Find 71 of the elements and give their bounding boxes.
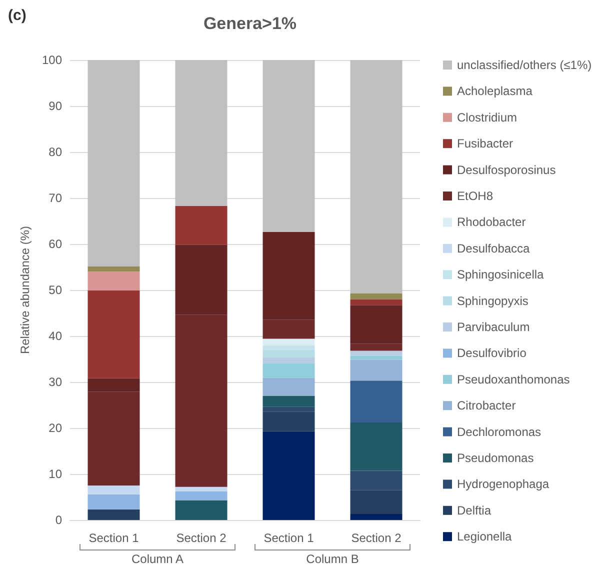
bar (262, 363, 315, 378)
text: (c) (8, 7, 26, 24)
bar (350, 380, 402, 422)
y-tick-label: 30 (48, 375, 62, 389)
bar (88, 290, 140, 378)
bar (262, 60, 315, 232)
bar (350, 514, 402, 520)
y-tick-label: 80 (48, 145, 62, 159)
bar (350, 299, 402, 306)
legend-label: Clostridium (457, 110, 518, 124)
bar (175, 491, 228, 500)
bar (262, 338, 315, 346)
text: Column B (306, 552, 359, 566)
legend-label: Pseudomonas (457, 451, 534, 465)
x-tick-label: Section 2 (176, 531, 227, 545)
legend-label: Acholeplasma (457, 84, 533, 98)
bar (88, 509, 140, 520)
x-tick-label: Section 1 (264, 531, 314, 545)
legend-label: Desulfosporosinus (457, 162, 556, 177)
y-tick-label: 100 (42, 53, 62, 67)
bar (88, 486, 140, 494)
bar (350, 360, 402, 381)
legend-label: Desulfovibrio (457, 346, 527, 360)
y-axis-title: Relative abundance (%) (18, 226, 32, 354)
legend-label: Sphingopyxis (457, 294, 528, 308)
bar (175, 206, 228, 245)
y-tick-label: 70 (48, 191, 62, 205)
bar (262, 412, 315, 432)
bar (175, 60, 228, 206)
y-tick-label: 90 (48, 99, 62, 113)
y-tick-label: 20 (48, 421, 62, 435)
bar (88, 266, 140, 272)
bar (350, 422, 402, 471)
legend-label: EtOH8 (457, 189, 494, 203)
bar (262, 396, 315, 407)
y-tick-label: 40 (48, 329, 62, 343)
legend-label: unclassified/others (≤1%) (457, 58, 592, 72)
bar (350, 356, 402, 360)
legend-label: Delftia (457, 503, 492, 518)
y-tick-label: 10 (48, 467, 62, 481)
legend-label: Parvibaculum (457, 320, 530, 334)
bar (350, 293, 402, 300)
legend-label: Sphingosinicella (457, 268, 544, 282)
legend-label: Fusibacter (457, 136, 514, 151)
x-tick-label: Section 1 (88, 531, 140, 545)
bar (88, 60, 140, 267)
legend-label: Legionella (457, 530, 512, 544)
legend-label: Citrobacter (457, 398, 516, 413)
y-tick-label: 50 (48, 283, 62, 297)
bar (88, 272, 140, 290)
text: Column A (131, 552, 184, 566)
legend-label: Desulfobacca (457, 241, 530, 256)
x-tick-label: Section 2 (351, 531, 402, 545)
legend-label: Rhodobacter (457, 215, 526, 230)
bar (262, 406, 315, 412)
chart-title: Genera>1% (203, 14, 297, 33)
bar (175, 486, 228, 492)
legend-label: Pseudoxanthomonas (457, 372, 570, 386)
bar (175, 500, 228, 520)
y-tick-label: 60 (48, 237, 62, 251)
bar (262, 357, 315, 364)
bar (350, 490, 402, 514)
bar (262, 431, 315, 520)
bar (350, 60, 402, 294)
bar (350, 350, 402, 356)
bar (262, 378, 315, 396)
bar (88, 494, 140, 510)
y-tick-label: 0 (55, 513, 62, 527)
legend-label: Hydrogenophaga (457, 477, 550, 492)
bar (350, 470, 402, 490)
legend-label: Dechloromonas (457, 424, 542, 439)
